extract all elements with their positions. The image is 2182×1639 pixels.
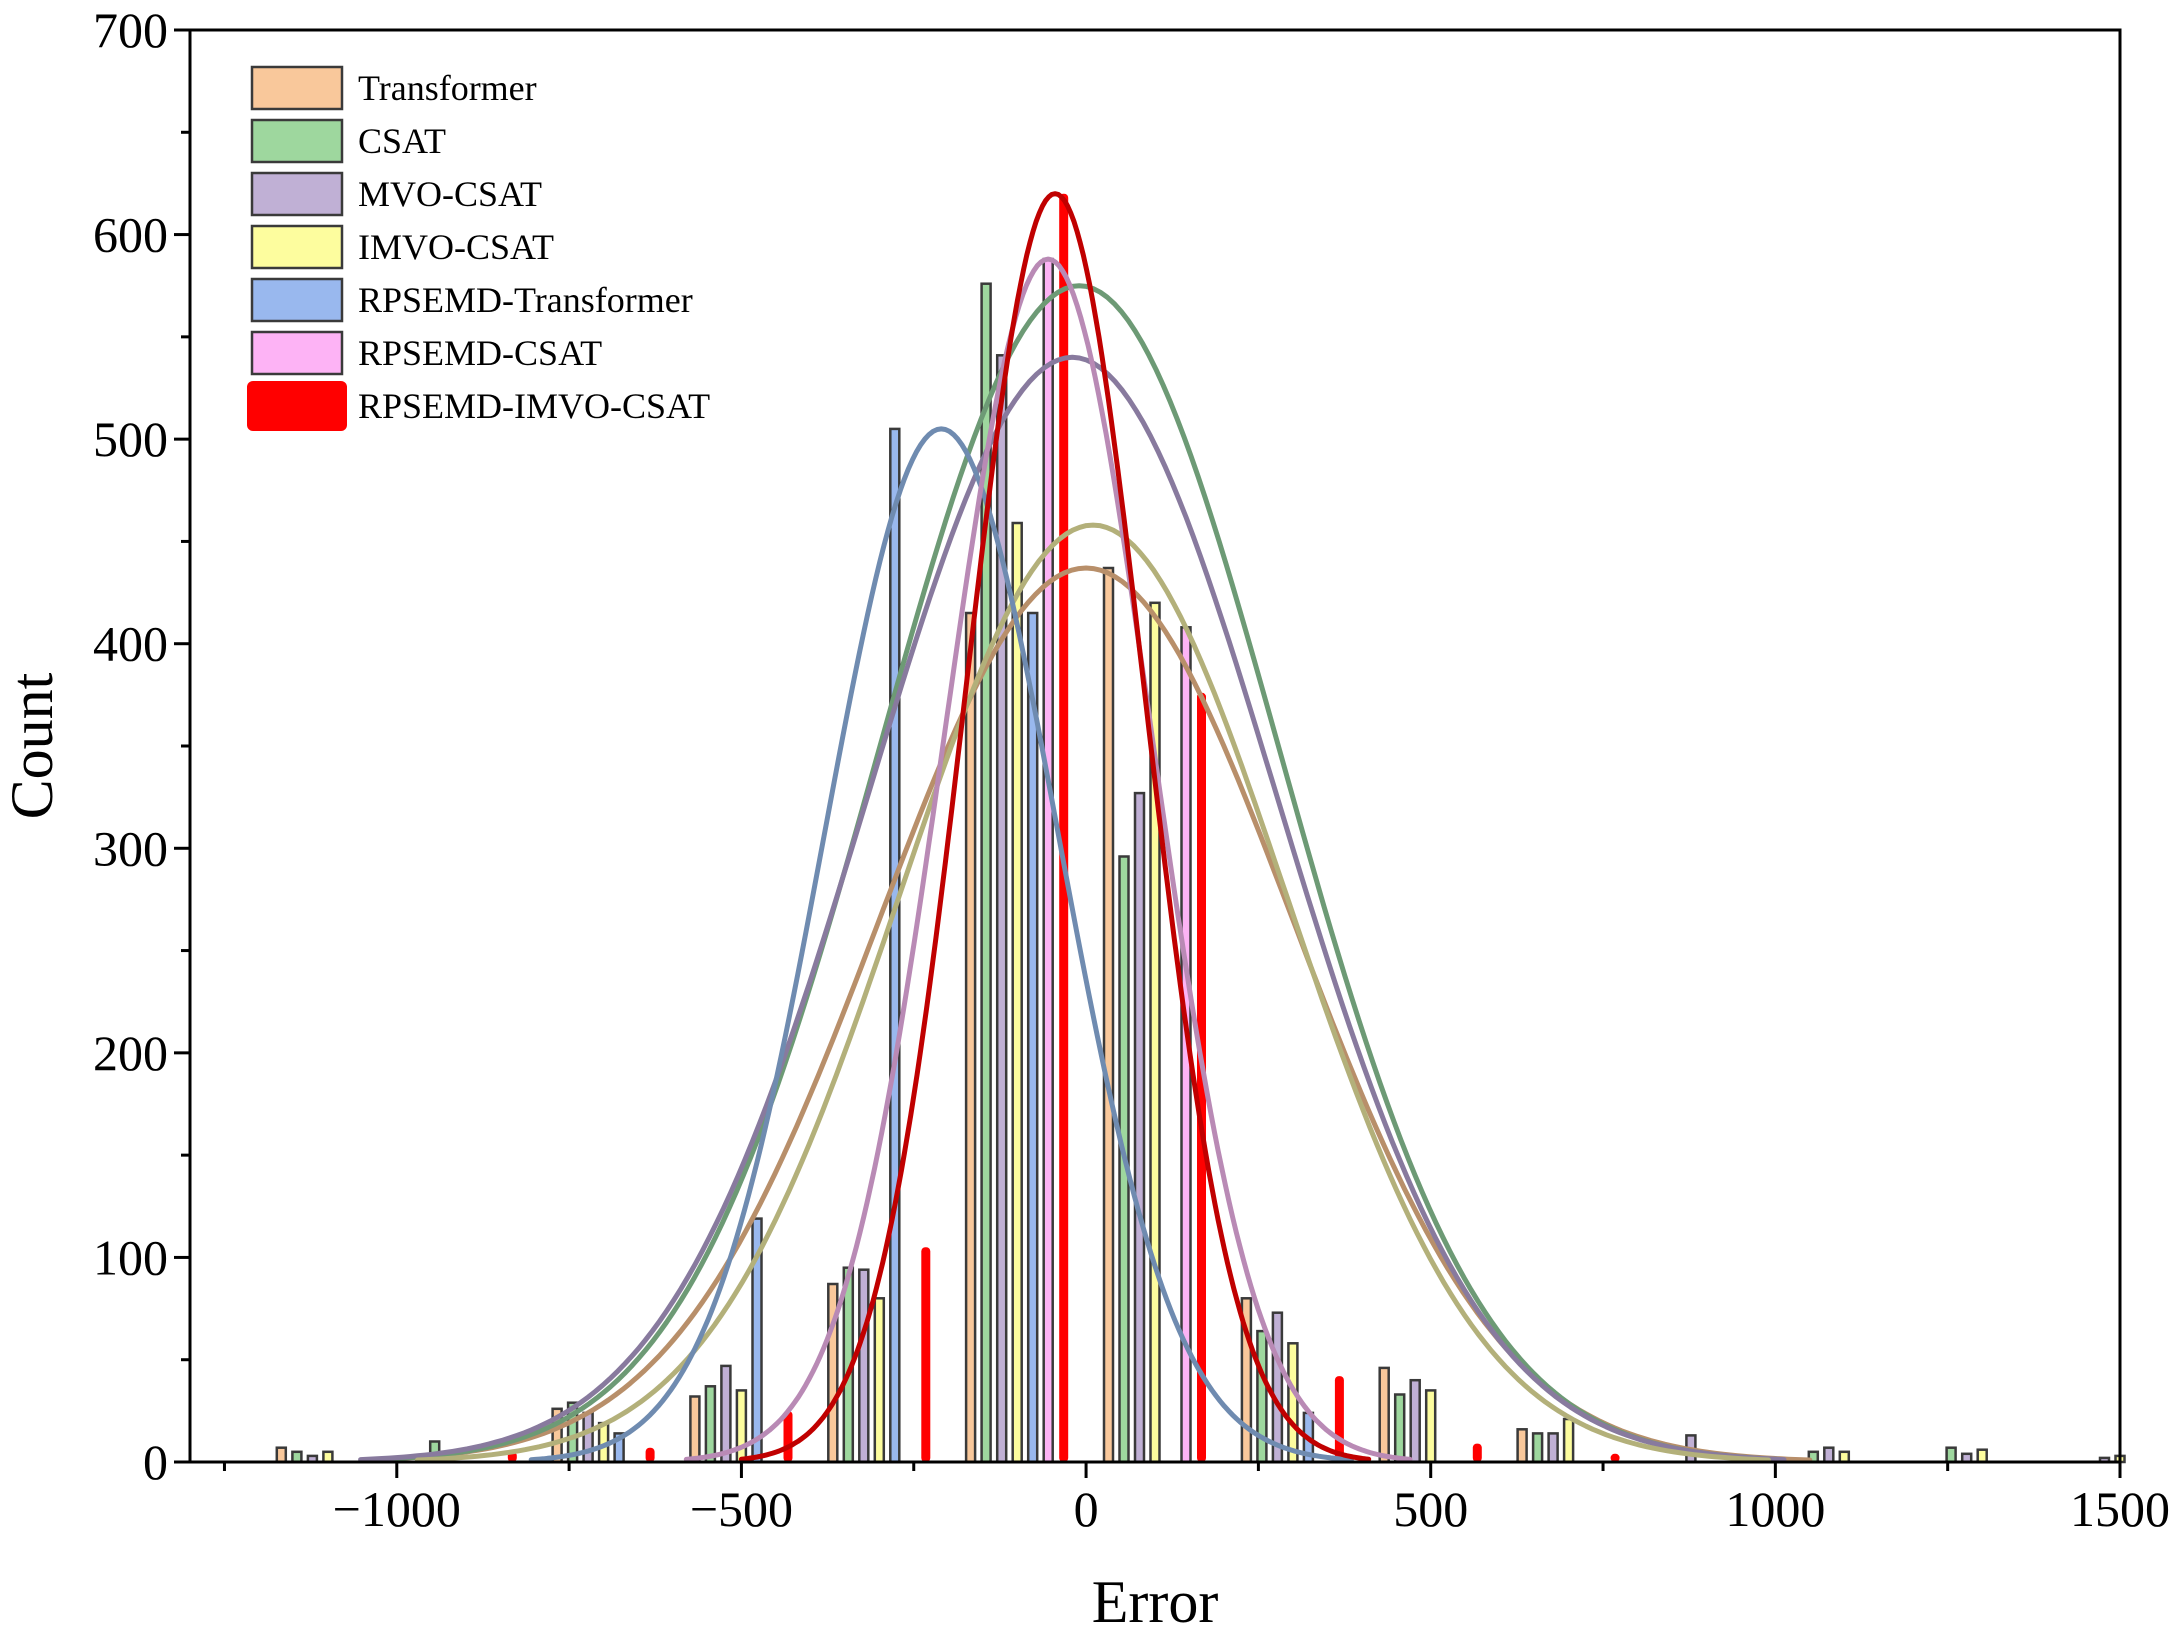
- bar: [873, 1297, 886, 1464]
- bar: [1334, 1376, 1344, 1462]
- legend-swatch: [250, 330, 344, 376]
- x-tick-label: 500: [1393, 1481, 1468, 1537]
- bar: [1042, 257, 1054, 1464]
- fit-curve-mvo-csat: [358, 354, 1787, 1463]
- y-tick-label: 600: [93, 207, 168, 263]
- bar: [1059, 193, 1069, 1463]
- legend-item: CSAT: [250, 118, 446, 164]
- x-tick-label: −1000: [333, 1481, 461, 1537]
- bar: [1409, 1378, 1421, 1464]
- bar: [1945, 1446, 1957, 1464]
- legend-label: Transformer: [358, 68, 537, 108]
- bar: [1133, 791, 1146, 1464]
- bars-layer: [275, 193, 2126, 1464]
- bar: [1472, 1443, 1482, 1462]
- bar: [1424, 1389, 1437, 1464]
- legend-swatch: [250, 224, 344, 270]
- bars-imvo-csat: [322, 521, 2126, 1464]
- bar: [964, 611, 977, 1464]
- fit-curve-rpsemd-transformer: [528, 426, 1354, 1463]
- bars-rpsemd-imvo-csat: [507, 193, 1620, 1463]
- fit-curves-layer: [358, 191, 1813, 1463]
- legend-swatch: [250, 171, 344, 217]
- bars-csat: [291, 282, 1957, 1464]
- bar: [1610, 1453, 1620, 1462]
- bar: [1393, 1393, 1406, 1464]
- bar: [1197, 692, 1206, 1462]
- bar: [1271, 1311, 1284, 1464]
- y-axis-title: Count: [0, 672, 65, 819]
- axes-layer: −1000 −500 0 500 1000 1500 0 100 200 300 400 500 600…: [93, 2, 2170, 1537]
- fit-curve-transformer: [359, 565, 1813, 1463]
- bar: [858, 1268, 870, 1464]
- bar: [1102, 566, 1115, 1464]
- legend: Transformer CSAT MVO-CSAT IMVO-CSAT RPSEMD-T…: [247, 65, 710, 431]
- bar: [1516, 1428, 1528, 1464]
- legend-item: MVO-CSAT: [250, 171, 542, 217]
- bar: [1547, 1432, 1559, 1464]
- x-tick-label: 0: [1074, 1481, 1099, 1537]
- x-tick-label: −500: [690, 1481, 793, 1537]
- bar: [1838, 1450, 1851, 1464]
- bar: [1823, 1446, 1835, 1464]
- legend-swatch: [250, 65, 344, 111]
- fit-curve-imvo-csat: [415, 522, 1771, 1463]
- legend-label: MVO-CSAT: [358, 174, 542, 214]
- legend-item: RPSEMD-IMVO-CSAT: [247, 381, 710, 431]
- bar: [704, 1385, 717, 1464]
- legend-label: RPSEMD-IMVO-CSAT: [358, 386, 710, 426]
- bar: [995, 354, 1008, 1464]
- bar: [689, 1395, 701, 1464]
- bar: [1287, 1342, 1299, 1464]
- legend-item: IMVO-CSAT: [250, 224, 554, 270]
- y-tick-label: 0: [143, 1434, 168, 1490]
- bar: [582, 1411, 594, 1464]
- legend-item: RPSEMD-CSAT: [250, 330, 602, 376]
- y-tick-label: 100: [93, 1229, 168, 1285]
- bars-mvo-csat: [306, 354, 2111, 1464]
- bar: [275, 1446, 288, 1464]
- bar: [1531, 1432, 1544, 1464]
- fit-curve-csat: [377, 283, 1782, 1462]
- y-tick-label: 700: [93, 2, 168, 58]
- bar: [735, 1389, 748, 1464]
- bar: [921, 1247, 931, 1462]
- bar: [291, 1450, 303, 1464]
- legend-swatch: [247, 381, 347, 431]
- legend-label: RPSEMD-CSAT: [358, 333, 602, 373]
- legend-item: RPSEMD-Transformer: [250, 277, 693, 323]
- bars-rpsemd-transformer: [613, 427, 1315, 1464]
- bar: [889, 427, 901, 1464]
- fit-curve-rpsemd-csat: [683, 256, 1413, 1462]
- bar: [720, 1364, 732, 1464]
- bar: [1976, 1448, 1988, 1464]
- bar: [1026, 611, 1039, 1464]
- y-tick-label: 400: [93, 616, 168, 672]
- bar: [1256, 1329, 1268, 1464]
- legend-swatch: [250, 277, 344, 323]
- fit-curve-rpsemd-imvo-csat: [738, 191, 1372, 1462]
- legend-label: CSAT: [358, 121, 446, 161]
- bar: [1562, 1417, 1575, 1464]
- y-tick-label: 200: [93, 1025, 168, 1081]
- bar: [322, 1450, 334, 1464]
- bar: [1378, 1366, 1390, 1464]
- legend-swatch: [250, 118, 344, 164]
- bar: [645, 1447, 655, 1462]
- y-tick-label: 300: [93, 820, 168, 876]
- x-tick-label: 1500: [2070, 1481, 2170, 1537]
- y-tick-label: 500: [93, 411, 168, 467]
- bar: [1011, 521, 1023, 1464]
- x-tick-label: 1000: [1725, 1481, 1825, 1537]
- x-axis-title: Error: [1092, 1569, 1219, 1635]
- legend-item: Transformer: [250, 65, 537, 111]
- legend-label: IMVO-CSAT: [358, 227, 554, 267]
- legend-label: RPSEMD-Transformer: [358, 280, 693, 320]
